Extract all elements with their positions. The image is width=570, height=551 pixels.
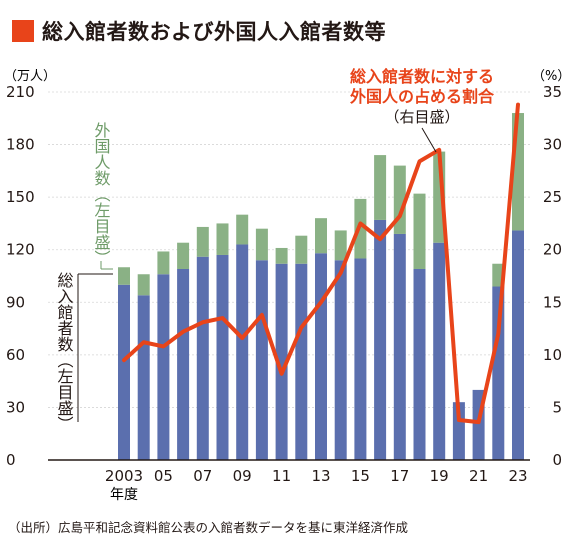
right-tick-label: 30	[543, 136, 562, 154]
ratio-label-line1: 総入館者数に対する	[350, 67, 494, 86]
bar-total	[413, 268, 426, 460]
bar-foreign	[295, 235, 308, 264]
right-tick-label: 10	[543, 346, 562, 364]
left-tick-label: 150	[6, 188, 35, 206]
bar-foreign	[137, 274, 150, 296]
right-tick-label: 0	[552, 451, 562, 469]
bars	[118, 113, 524, 460]
bar-total	[118, 284, 130, 460]
bar-total	[196, 256, 209, 460]
right-tick-label: 25	[543, 188, 562, 206]
left-unit-label: （万人）	[4, 69, 56, 84]
bar-total	[492, 286, 505, 460]
left-tick-label: 30	[6, 398, 25, 416]
bar-foreign	[216, 223, 229, 255]
ratio-axis-label: （右目盛）	[384, 108, 459, 126]
left-tick-label: 120	[6, 241, 35, 259]
right-unit-label: （%）	[532, 69, 570, 84]
left-tick-label: 210	[6, 83, 35, 101]
x-tick-label: 17	[390, 467, 409, 485]
bar-total	[393, 233, 406, 460]
bar-total	[315, 253, 327, 460]
bar-total	[275, 263, 288, 460]
ratio-label-line2: 外国人の占める割合	[349, 87, 495, 106]
foreign-bar-label: 外国人数（左目盛）	[92, 122, 111, 266]
bar-foreign	[413, 193, 426, 269]
bar-foreign	[315, 218, 327, 254]
x-tick-label: 19	[430, 467, 449, 485]
bar-total	[255, 260, 268, 460]
bar-total	[137, 295, 150, 460]
ratio-series-line	[122, 102, 520, 425]
bar-total	[157, 274, 170, 460]
right-tick-label: 15	[543, 293, 562, 311]
bar-foreign	[275, 247, 288, 264]
bar-foreign	[236, 214, 249, 245]
bar-total	[334, 260, 347, 460]
left-tick-label: 60	[6, 346, 25, 364]
bar-foreign	[157, 251, 170, 275]
ratio-line	[122, 102, 520, 425]
x-tick-label: 09	[233, 467, 252, 485]
bar-foreign	[177, 242, 190, 269]
title-marker	[12, 20, 34, 42]
bar-foreign	[255, 228, 268, 261]
bar-total	[236, 244, 249, 460]
x-tick-label: 07	[193, 467, 212, 485]
bar-total	[452, 402, 465, 460]
x-tick-label: 2003	[105, 467, 143, 485]
source-note: （出所）広島平和記念資料館公表の入館者数データを基に東洋経済作成	[8, 520, 409, 535]
x-tick-label: 05	[154, 467, 173, 485]
x-tick-label: 15	[351, 467, 370, 485]
x-tick-label: 23	[508, 467, 527, 485]
chart-title-row: 総入館者数および外国人入館者数等	[12, 14, 386, 48]
bar-total	[177, 268, 190, 460]
bar-foreign	[374, 155, 387, 220]
right-tick-label: 5	[552, 398, 562, 416]
bar-foreign	[118, 267, 130, 285]
bar-total	[374, 219, 387, 460]
bar-total	[295, 263, 308, 460]
left-tick-label: 0	[6, 451, 16, 469]
bar-foreign	[334, 230, 347, 261]
x-tick-label: 21	[469, 467, 488, 485]
chart-title: 総入館者数および外国人入館者数等	[42, 20, 386, 44]
left-tick-label: 90	[6, 293, 25, 311]
bar-total	[433, 242, 446, 460]
bar-total	[216, 254, 229, 460]
x-axis-suffix: 年度	[110, 487, 138, 503]
x-tick-label: 11	[272, 467, 291, 485]
ratio-label-pointer	[421, 127, 437, 153]
right-tick-label: 35	[543, 83, 562, 101]
right-tick-label: 20	[543, 241, 562, 259]
x-tick-label: 13	[311, 467, 330, 485]
total-bar-label: 総入館者数（左目盛）	[55, 272, 74, 432]
bar-total	[512, 230, 524, 460]
left-tick-label: 180	[6, 136, 35, 154]
bar-foreign	[196, 226, 209, 257]
bar-total	[354, 258, 367, 460]
